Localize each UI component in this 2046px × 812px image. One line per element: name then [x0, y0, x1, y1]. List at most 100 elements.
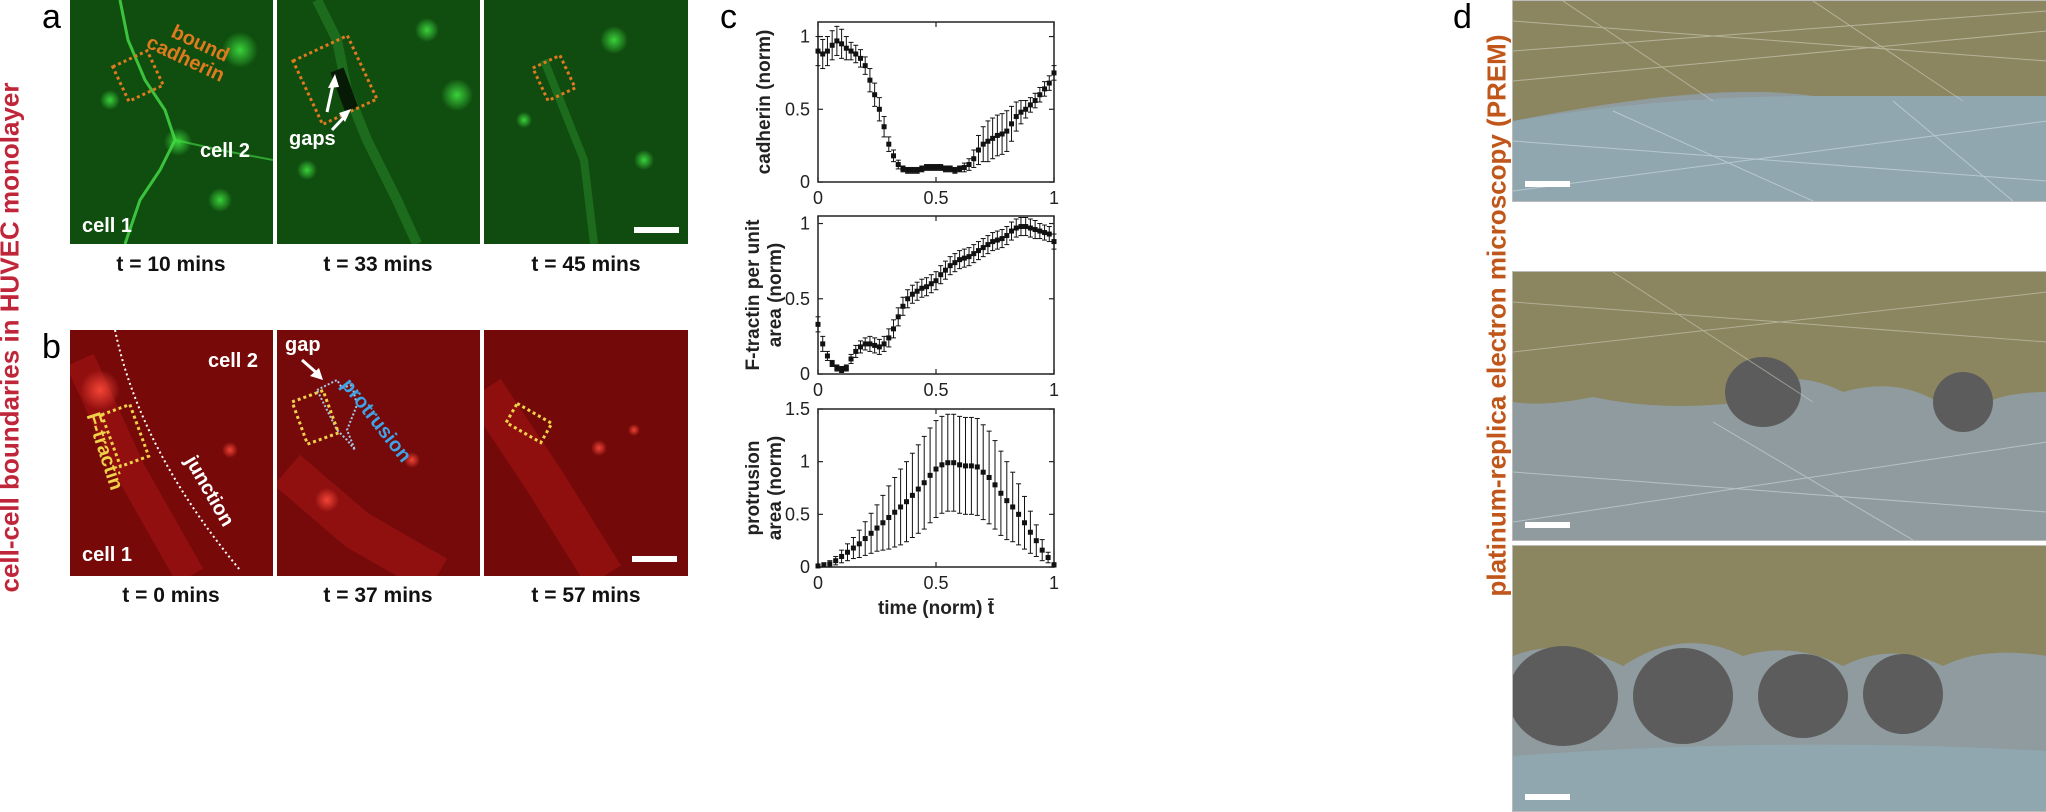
- data-point: [928, 281, 934, 287]
- data-point: [968, 463, 974, 469]
- prem-image-2: [1512, 271, 2046, 541]
- data-point: [839, 366, 845, 372]
- data-point: [895, 162, 901, 168]
- data-point: [947, 263, 953, 269]
- data-point: [1027, 102, 1033, 108]
- time-label: t = 37 mins: [323, 584, 433, 607]
- data-point: [957, 166, 963, 172]
- data-point: [1039, 547, 1045, 553]
- data-point: [971, 156, 977, 162]
- data-point: [942, 267, 948, 273]
- y-tick-label: 0: [800, 172, 810, 192]
- data-point: [1018, 109, 1024, 115]
- red-fluorescence-image: [70, 330, 273, 576]
- gap-label: gap: [285, 334, 321, 356]
- x-tick-label: 0.5: [923, 573, 948, 593]
- panel-a-image-1: bound cadherin cell 2 cell 1: [70, 0, 273, 244]
- data-point: [1042, 230, 1048, 236]
- data-point: [921, 480, 927, 486]
- cell1-label: cell 1: [82, 544, 133, 566]
- green-fluorescence-image: [70, 0, 273, 244]
- x-tick-label: 0: [813, 380, 823, 400]
- data-point: [914, 288, 920, 294]
- data-point: [915, 486, 921, 492]
- prem-image-3: [1512, 545, 2046, 812]
- data-point: [867, 77, 873, 83]
- x-tick-label: 1: [1049, 188, 1059, 208]
- data-point: [947, 166, 953, 172]
- time-label: t = 45 mins: [531, 253, 641, 276]
- cell2-label: cell 2: [200, 140, 251, 162]
- data-point: [1051, 70, 1057, 76]
- data-point: [848, 48, 854, 54]
- data-point: [1004, 498, 1010, 504]
- time-label: t = 57 mins: [531, 584, 641, 607]
- data-point: [881, 341, 887, 347]
- data-point: [829, 42, 835, 48]
- data-point: [867, 341, 873, 347]
- right-side-label: platinum-replica electron microscopy (PR…: [1481, 34, 1512, 597]
- data-point: [1016, 511, 1022, 517]
- data-point: [999, 131, 1005, 137]
- red-fluorescence-image: [484, 330, 688, 576]
- data-point: [891, 326, 897, 332]
- panel-b-image-2: gap protrusion: [277, 330, 480, 576]
- data-point: [1032, 227, 1038, 233]
- y-tick-label: 1: [800, 27, 810, 47]
- data-point: [853, 348, 859, 354]
- data-point: [1013, 225, 1019, 231]
- panel-a-letter: a: [42, 0, 61, 36]
- panel-c-letter: c: [720, 0, 737, 36]
- data-point: [994, 237, 1000, 243]
- data-point: [985, 138, 991, 144]
- data-point: [1023, 106, 1029, 112]
- data-point: [938, 164, 944, 170]
- data-point: [963, 463, 968, 469]
- prem-micrograph: [1513, 1, 2046, 201]
- data-point: [872, 342, 878, 348]
- x-tick-label: 0.5: [923, 380, 948, 400]
- data-point: [829, 360, 835, 366]
- data-point: [985, 242, 991, 248]
- data-point: [961, 164, 967, 170]
- y-axis-label: cadherin (norm): [754, 30, 775, 175]
- data-point: [856, 541, 862, 547]
- y-axis-label: F-tractin per unit: [743, 219, 764, 371]
- x-tick-label: 0: [813, 573, 823, 593]
- data-point: [999, 236, 1005, 242]
- data-point: [1042, 86, 1048, 92]
- data-point: [821, 562, 827, 568]
- panel-a-image-3: [484, 0, 688, 244]
- panel-b-image-1: cell 2 F-tractin junction cell 1: [70, 330, 273, 576]
- data-point: [1022, 520, 1027, 526]
- data-point: [990, 239, 996, 245]
- data-point: [845, 549, 850, 555]
- data-point: [980, 245, 986, 251]
- data-point: [824, 48, 830, 54]
- data-point: [909, 291, 915, 297]
- y-tick-label: 1.5: [785, 399, 810, 419]
- data-point: [905, 167, 911, 173]
- data-point: [839, 553, 845, 559]
- data-point: [966, 162, 972, 168]
- left-side-label: cell-cell boundaries in HUVEC monolayer: [0, 82, 25, 593]
- data-point: [998, 490, 1004, 496]
- data-point: [919, 285, 925, 291]
- green-fluorescence-image: [277, 0, 480, 244]
- data-point: [971, 251, 977, 257]
- data-point: [1046, 80, 1052, 86]
- data-point: [1037, 92, 1043, 98]
- time-label: t = 10 mins: [116, 253, 226, 276]
- data-point: [820, 341, 826, 347]
- y-tick-label: 1: [800, 452, 810, 472]
- time-label: t = 33 mins: [323, 253, 433, 276]
- data-point: [992, 482, 998, 488]
- data-point: [886, 514, 892, 520]
- data-point: [862, 63, 868, 69]
- data-point: [815, 321, 821, 327]
- data-point: [1013, 114, 1019, 120]
- data-point: [914, 167, 920, 173]
- data-point: [952, 167, 958, 173]
- cell2-label: cell 2: [208, 350, 259, 372]
- data-point: [1046, 231, 1052, 237]
